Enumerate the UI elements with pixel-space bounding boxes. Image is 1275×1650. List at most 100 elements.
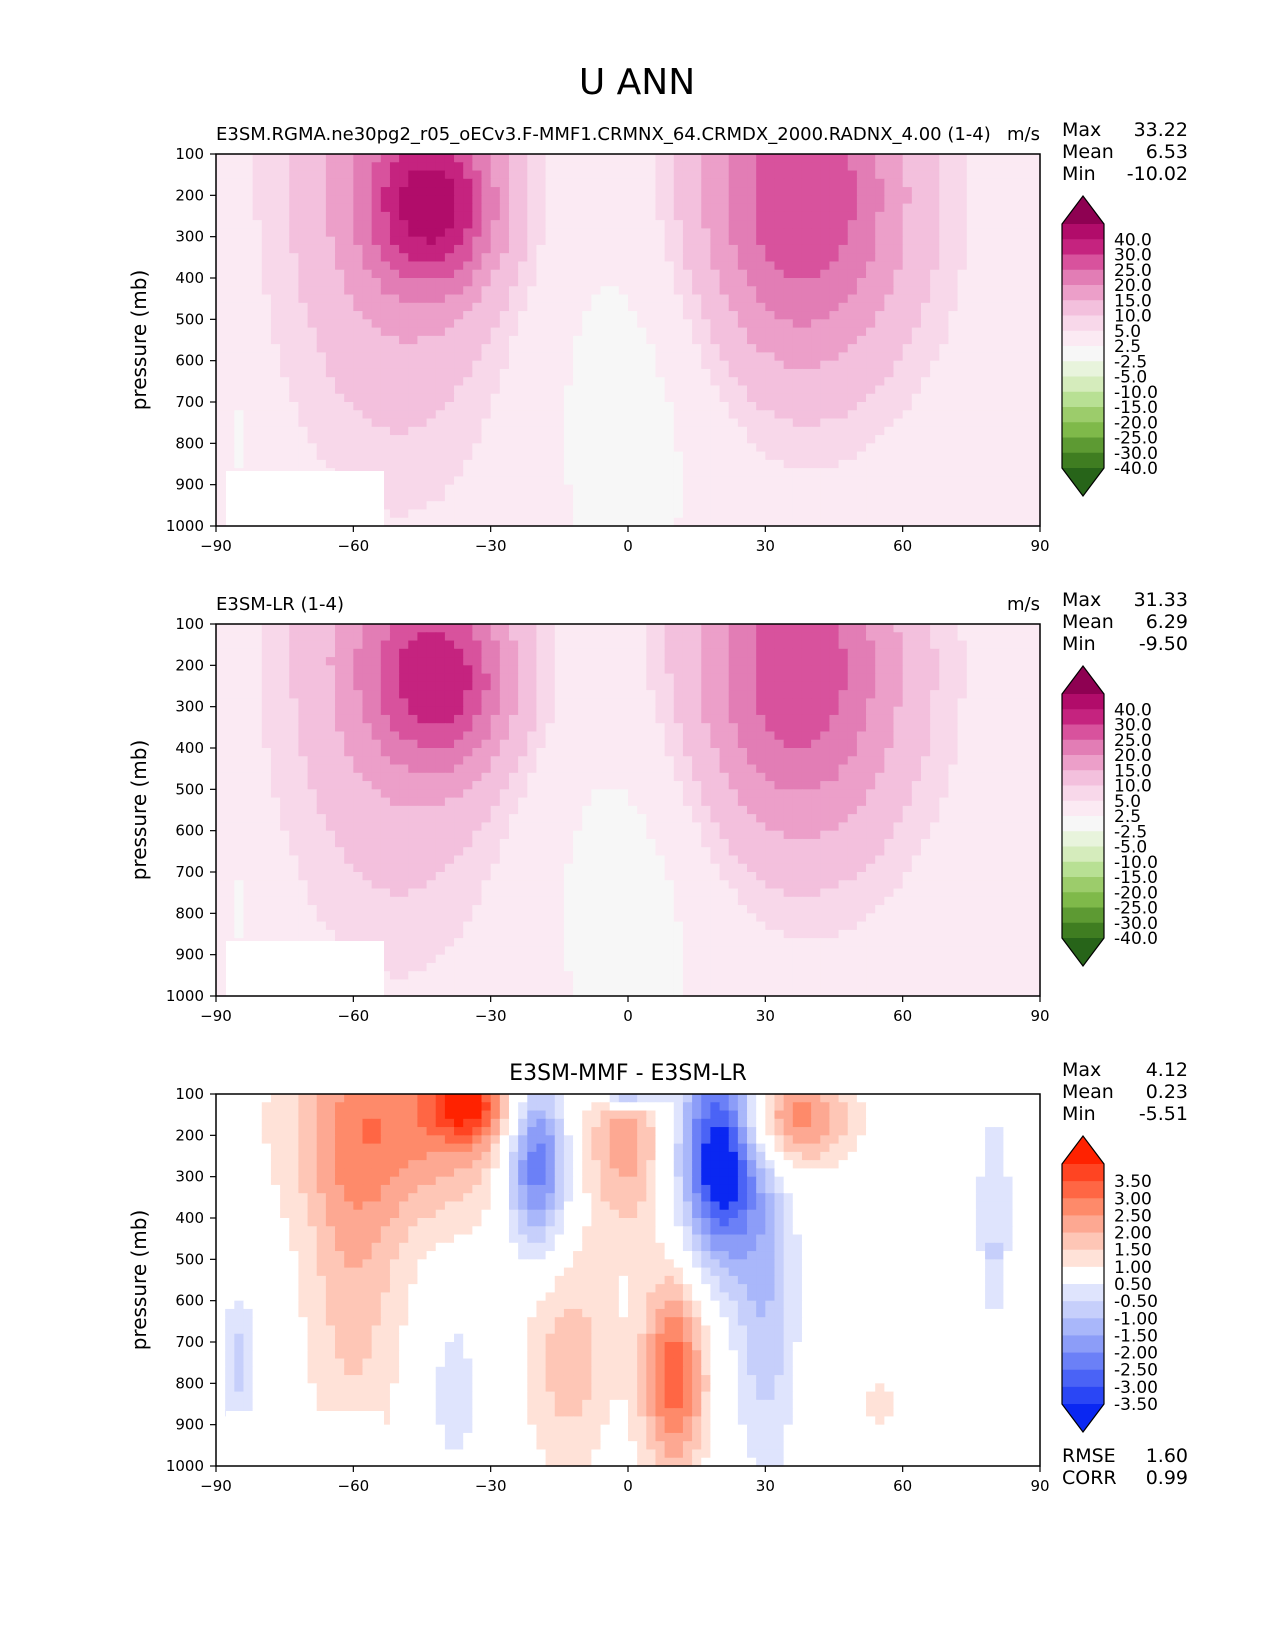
contour-cell: [591, 244, 602, 254]
contour-cell: [270, 211, 281, 221]
contour-cell: [454, 220, 464, 229]
contour-cell: [417, 410, 428, 420]
contour-cell: [893, 418, 904, 428]
contour-cell: [728, 327, 739, 337]
contour-cell: [811, 327, 821, 337]
contour-cell: [637, 443, 647, 453]
contour-cell: [362, 311, 373, 320]
contour-cell: [994, 665, 1004, 675]
contour-cell: [444, 648, 455, 658]
contour-cell: [628, 220, 638, 229]
contour-cell: [701, 517, 711, 527]
contour-cell: [1021, 426, 1032, 436]
contour-cell: [948, 319, 959, 329]
contour-cell: [325, 360, 336, 370]
contour-cell: [866, 294, 876, 304]
contour-cell: [866, 468, 876, 477]
contour-cell: [389, 228, 400, 238]
contour-cell: [692, 195, 702, 205]
contour-cell: [975, 673, 986, 683]
contour-cell: [371, 294, 382, 304]
contour-cell: [664, 327, 675, 337]
contour-cell: [243, 418, 254, 428]
contour-cell: [362, 154, 373, 163]
contour-cell: [353, 648, 364, 658]
contour-cell: [875, 170, 885, 180]
contour-cell: [463, 269, 473, 279]
contour-cell: [307, 385, 318, 395]
contour-cell: [792, 195, 803, 205]
contour-cell: [893, 170, 904, 180]
contour-cell: [1003, 195, 1014, 205]
contour-cell: [289, 319, 299, 329]
contour-cell: [344, 377, 354, 387]
contour-cell: [243, 459, 254, 469]
contour-cell: [902, 435, 913, 444]
contour-cell: [838, 187, 849, 196]
contour-cell: [801, 170, 812, 180]
contour-cell: [582, 640, 592, 650]
contour-cell: [435, 459, 446, 469]
contour-cell: [838, 211, 849, 221]
contour-cell: [765, 286, 776, 296]
contour-cell: [472, 476, 483, 486]
contour-cell: [756, 509, 766, 519]
contour-cell: [847, 302, 858, 312]
contour-cell: [472, 517, 483, 527]
contour-cell: [536, 640, 547, 650]
contour-cell: [838, 509, 849, 519]
contour-cell: [957, 673, 968, 683]
contour-cell: [563, 418, 574, 428]
contour-cell: [316, 269, 327, 279]
contour-cell: [435, 435, 446, 444]
contour-cell: [563, 435, 574, 444]
contour-cell: [261, 162, 272, 172]
contour-cell: [316, 443, 327, 453]
contour-cell: [316, 203, 327, 213]
contour-cell: [389, 261, 400, 271]
contour-cell: [701, 368, 711, 378]
contour-cell: [765, 657, 776, 666]
contour-cell: [225, 624, 235, 633]
contour-cell: [362, 648, 373, 658]
contour-cell: [545, 286, 556, 296]
contour-cell: [307, 344, 318, 353]
contour-cell: [353, 294, 364, 304]
contour-cell: [527, 319, 538, 329]
colorbar-swatch: [1062, 407, 1104, 423]
contour-cell: [554, 690, 565, 699]
contour-cell: [701, 484, 711, 494]
contour-cell: [490, 459, 501, 469]
contour-cell: [673, 665, 684, 675]
contour-cell: [234, 220, 245, 229]
contour-cell: [609, 327, 620, 337]
contour-cell: [628, 426, 638, 436]
contour-cell: [463, 385, 473, 395]
contour-cell: [966, 410, 977, 420]
contour-cell: [710, 468, 721, 477]
contour-cell: [563, 648, 574, 658]
contour-cell: [536, 476, 547, 486]
contour-cell: [765, 509, 776, 519]
contour-cell: [307, 402, 318, 411]
contour-cell: [774, 319, 785, 329]
contour-cell: [920, 451, 931, 461]
contour-cell: [1012, 501, 1023, 511]
contour-cell: [600, 253, 611, 263]
contour-cell: [399, 162, 409, 172]
contour-cell: [756, 195, 766, 205]
contour-cell: [536, 286, 547, 296]
contour-cell: [1021, 451, 1032, 461]
contour-cell: [719, 657, 730, 666]
contour-cell: [270, 170, 281, 180]
contour-cell: [875, 665, 885, 675]
contour-cell: [545, 426, 556, 436]
contour-cell: [582, 278, 592, 287]
contour-cell: [472, 492, 483, 502]
contour-cell: [463, 162, 473, 172]
contour-cell: [856, 484, 867, 494]
contour-cell: [811, 261, 821, 271]
contour-cell: [820, 476, 831, 486]
contour-cell: [801, 492, 812, 502]
contour-cell: [856, 517, 867, 527]
